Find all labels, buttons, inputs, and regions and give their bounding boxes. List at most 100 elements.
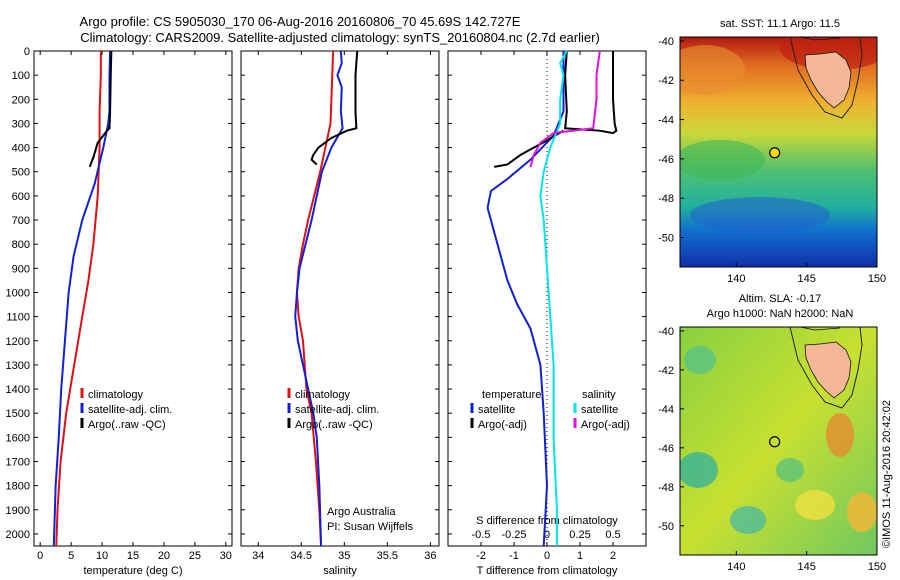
x-tick-label: 36 [424,550,436,562]
depth-tick-label: 1800 [6,481,30,493]
plot-frame [33,50,233,547]
annotation-text: Argo Australia [327,506,396,518]
legend-label: Argo(..raw -QC) [88,419,166,431]
x-tick-label: 30 [220,550,232,562]
legend-label: Argo(-adj) [478,419,527,431]
series-line [88,50,113,168]
depth-tick-label: 0 [24,46,30,58]
sla-low-patch [776,458,804,482]
legend-label: satellite [581,404,618,416]
lon-tick-label: 145 [797,273,815,285]
mainland-coast [799,37,841,41]
legend-heading: temperature [482,389,541,401]
x-tick-label: 35 [338,550,350,562]
lat-tick-label: -44 [658,404,674,416]
x-tick-label: 10 [96,550,108,562]
sst-cool-patch [690,197,830,233]
depth-tick-label: 1000 [6,287,30,299]
chart-salinity: 34 34.5 35 35.5 36 salinity climatology satelli… [240,50,440,577]
sst-warm-patch [680,45,745,95]
x-tick-label: 0 [37,550,43,562]
top-tick-label: 0.25 [569,529,590,541]
depth-tick-label: 1900 [6,505,30,517]
depth-tick-label: 1400 [6,384,30,396]
lon-tick-label: 150 [868,273,886,285]
lat-tick-label: -50 [658,521,674,533]
mainland-coast [799,327,841,331]
legend-label: climatology [295,389,351,401]
depth-tick-label: 1700 [6,456,30,468]
x-axis-label: temperature (deg C) [83,565,182,577]
series-line [295,50,335,547]
lat-tick-label: -40 [658,326,674,338]
x-tick-label: 15 [127,550,139,562]
top-tick-label: -0.25 [501,529,526,541]
lat-tick-label: -48 [658,193,674,205]
series-line [529,50,601,168]
x-tick-label: 25 [189,550,201,562]
series-line [539,50,568,546]
lat-tick-label: -50 [658,233,674,245]
legend-label: Argo(..raw -QC) [295,419,373,431]
plot-frame [240,50,440,547]
argo-float-marker [769,147,781,159]
lat-tick-label: -44 [658,115,674,127]
top-tick-label: 0 [544,529,550,541]
series-line [55,51,102,547]
depth-tick-label: 800 [12,239,30,251]
legend-label: satellite-adj. clim. [88,404,172,416]
top-axis-label: S difference from climatology [476,515,618,527]
x-tick-label: 2 [610,550,616,562]
sst-map-title: sat. SST: 11.1 Argo: 11.5 [720,18,840,30]
annotation-text: PI: Susan Wijffels [327,521,413,533]
top-tick-label: 0.5 [605,529,620,541]
lat-tick-label: -46 [658,443,674,455]
lon-tick-label: 140 [727,273,745,285]
sst-map: sat. SST: 11.1 Argo: 11.5 -40 -42 -44 -46 -4… [658,18,886,285]
chart-difference: -2 -1 0 1 2 T difference from climatology -0.5… [447,50,647,577]
sla-low-patch [730,506,766,534]
series-line [486,51,565,547]
sla-low-patch [684,346,716,374]
depth-tick-label: 1500 [6,408,30,420]
x-axis-label: salinity [323,565,357,577]
sla-map: Altim. SLA: -0.17 Argo h1000: NaN h2000:… [658,293,886,573]
legend-label: satellite [478,404,515,416]
shelf-contour [789,37,863,119]
legend-label: climatology [88,389,144,401]
x-tick-label: 34.5 [291,550,312,562]
depth-tick-label: 900 [12,263,30,275]
depth-tick-label: 2000 [6,529,30,541]
lon-tick-label: 145 [797,561,815,573]
x-axis-label: T difference from climatology [477,565,618,577]
depth-tick-label: 100 [12,70,30,82]
x-tick-label: 34 [252,550,264,562]
depth-tick-label: 1300 [6,360,30,372]
depth-tick-label: 300 [12,118,30,130]
x-tick-label: -1 [509,550,519,562]
sla-map-subtitle: Argo h1000: NaN h2000: NaN [707,308,854,320]
depth-tick-label: 400 [12,143,30,155]
x-tick-label: 35.5 [377,550,398,562]
x-tick-label: 20 [158,550,170,562]
lat-tick-label: -42 [658,365,674,377]
shelf-contour [789,327,863,409]
imos-timestamp: ©IMOS 11-Aug-2016 20:42:02 [881,400,893,548]
series-line [310,50,359,166]
lon-tick-label: 150 [868,561,886,573]
tasmania-landmass [804,51,852,109]
figure-title-line2: Climatology: CARS2009. Satellite-adjuste… [80,30,600,45]
series-line [564,50,618,135]
sla-map-frame [679,326,878,556]
sla-high-patch [847,492,877,532]
depth-tick-label: 700 [12,215,30,227]
depth-tick-label: 1100 [6,312,30,324]
lat-tick-label: -40 [658,36,674,48]
depth-tick-label: 1200 [6,336,30,348]
depth-tick-label: 200 [12,94,30,106]
sst-green-patch [680,140,765,180]
sla-high-patch [826,413,854,457]
lat-tick-label: -48 [658,482,674,494]
depth-tick-label: 1600 [6,432,30,444]
